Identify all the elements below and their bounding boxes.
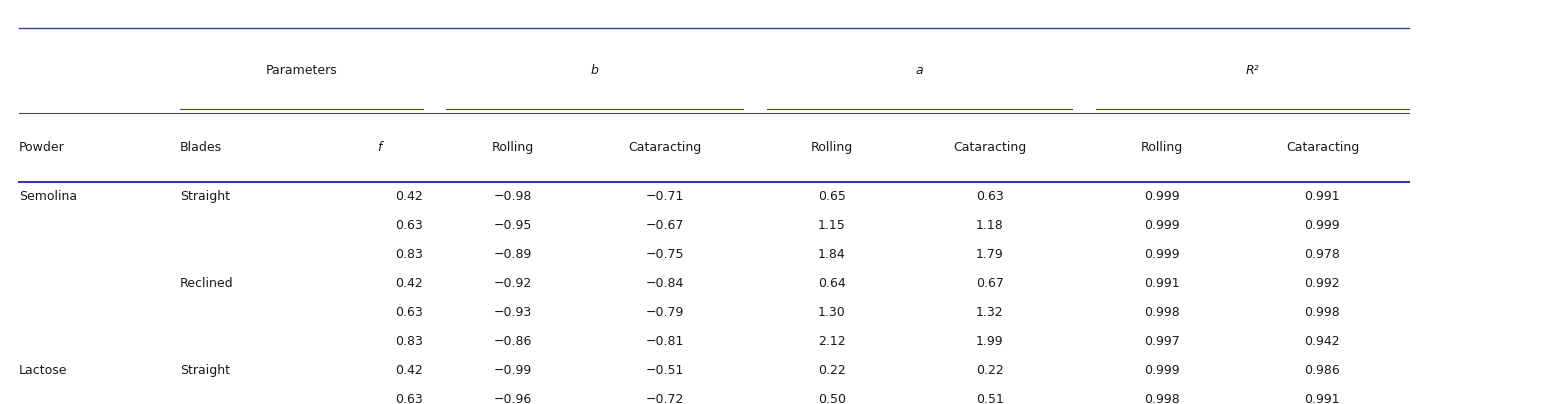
Text: 0.998: 0.998 (1144, 306, 1180, 319)
Text: 1.79: 1.79 (977, 248, 1003, 261)
Text: 0.83: 0.83 (394, 335, 423, 348)
Text: 0.22: 0.22 (977, 364, 1003, 377)
Text: Rolling: Rolling (1141, 141, 1183, 154)
Text: −0.92: −0.92 (493, 277, 532, 290)
Text: −0.96: −0.96 (493, 393, 532, 404)
Text: 0.22: 0.22 (818, 364, 845, 377)
Text: −0.93: −0.93 (493, 306, 532, 319)
Text: 1.32: 1.32 (977, 306, 1003, 319)
Text: f: f (377, 141, 382, 154)
Text: 1.84: 1.84 (818, 248, 845, 261)
Text: 0.999: 0.999 (1144, 364, 1180, 377)
Text: −0.89: −0.89 (493, 248, 532, 261)
Text: 0.63: 0.63 (977, 190, 1003, 203)
Text: −0.67: −0.67 (646, 219, 684, 232)
Text: Semolina: Semolina (19, 190, 77, 203)
Text: 0.83: 0.83 (394, 248, 423, 261)
Text: 0.991: 0.991 (1305, 190, 1340, 203)
Text: 0.42: 0.42 (394, 190, 423, 203)
Text: 0.64: 0.64 (818, 277, 845, 290)
Text: −0.71: −0.71 (646, 190, 684, 203)
Text: −0.99: −0.99 (493, 364, 532, 377)
Text: 0.51: 0.51 (977, 393, 1003, 404)
Text: 0.999: 0.999 (1144, 219, 1180, 232)
Text: 0.50: 0.50 (818, 393, 845, 404)
Text: −0.86: −0.86 (493, 335, 532, 348)
Text: 0.991: 0.991 (1305, 393, 1340, 404)
Text: Straight: Straight (180, 190, 230, 203)
Text: Straight: Straight (180, 364, 230, 377)
Text: −0.98: −0.98 (493, 190, 532, 203)
Text: 0.998: 0.998 (1144, 393, 1180, 404)
Text: Cataracting: Cataracting (629, 141, 701, 154)
Text: −0.72: −0.72 (646, 393, 684, 404)
Text: 0.63: 0.63 (394, 306, 423, 319)
Text: Reclined: Reclined (180, 277, 233, 290)
Text: a: a (916, 64, 923, 77)
Text: 0.997: 0.997 (1144, 335, 1180, 348)
Text: 0.998: 0.998 (1305, 306, 1340, 319)
Text: b: b (590, 64, 599, 77)
Text: 0.978: 0.978 (1305, 248, 1340, 261)
Text: 0.992: 0.992 (1305, 277, 1340, 290)
Text: 1.30: 1.30 (818, 306, 845, 319)
Text: 1.99: 1.99 (977, 335, 1003, 348)
Text: 0.991: 0.991 (1144, 277, 1180, 290)
Text: 0.999: 0.999 (1144, 248, 1180, 261)
Text: 0.942: 0.942 (1305, 335, 1340, 348)
Text: R²: R² (1246, 64, 1258, 77)
Text: Rolling: Rolling (491, 141, 534, 154)
Text: Cataracting: Cataracting (953, 141, 1027, 154)
Text: 0.999: 0.999 (1144, 190, 1180, 203)
Text: 0.42: 0.42 (394, 277, 423, 290)
Text: Rolling: Rolling (811, 141, 853, 154)
Text: Powder: Powder (19, 141, 64, 154)
Text: 0.63: 0.63 (394, 219, 423, 232)
Text: 0.65: 0.65 (818, 190, 845, 203)
Text: 2.12: 2.12 (818, 335, 845, 348)
Text: Parameters: Parameters (266, 64, 336, 77)
Text: −0.95: −0.95 (493, 219, 532, 232)
Text: 0.63: 0.63 (394, 393, 423, 404)
Text: −0.75: −0.75 (646, 248, 684, 261)
Text: 1.18: 1.18 (977, 219, 1003, 232)
Text: Cataracting: Cataracting (1286, 141, 1358, 154)
Text: −0.84: −0.84 (646, 277, 684, 290)
Text: −0.81: −0.81 (646, 335, 684, 348)
Text: −0.51: −0.51 (646, 364, 684, 377)
Text: 0.999: 0.999 (1305, 219, 1340, 232)
Text: 0.42: 0.42 (394, 364, 423, 377)
Text: Lactose: Lactose (19, 364, 67, 377)
Text: −0.79: −0.79 (646, 306, 684, 319)
Text: Blades: Blades (180, 141, 222, 154)
Text: 0.67: 0.67 (977, 277, 1003, 290)
Text: 1.15: 1.15 (818, 219, 845, 232)
Text: 0.986: 0.986 (1305, 364, 1340, 377)
